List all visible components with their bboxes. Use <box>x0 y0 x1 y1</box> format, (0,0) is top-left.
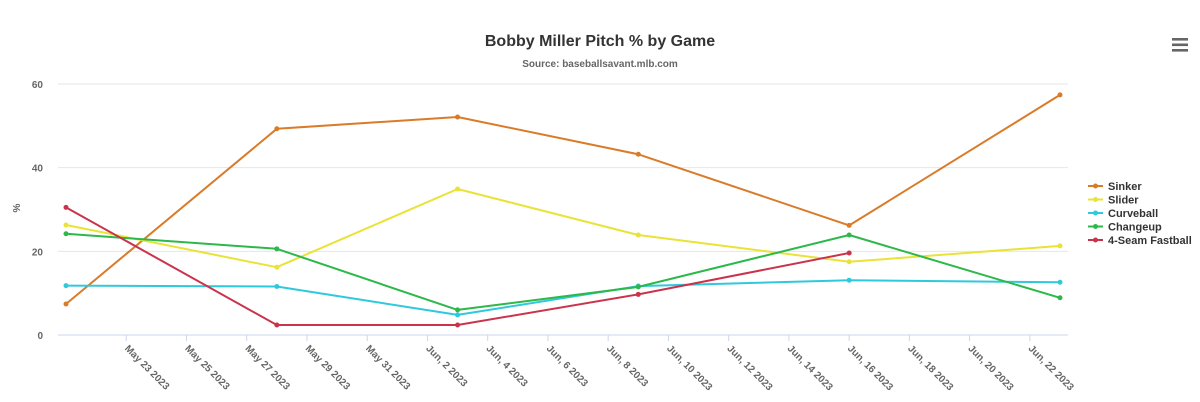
series-lines <box>63 92 1063 328</box>
x-tick-label: May 29 2023 <box>303 343 352 392</box>
data-point[interactable] <box>1057 243 1063 249</box>
x-tick-label: Jun, 10 2023 <box>664 343 714 393</box>
x-tick-label: Jun, 18 2023 <box>905 343 955 393</box>
data-point[interactable] <box>635 291 641 297</box>
chart-subtitle: Source: baseballsavant.mlb.com <box>522 59 678 70</box>
data-point[interactable] <box>846 259 852 265</box>
y-tick-label: 40 <box>32 164 44 175</box>
y-axis-label: % <box>12 203 23 212</box>
x-axis: May 23 2023 May 25 2023 May 27 2023 May 29 … <box>122 335 1076 393</box>
legend-label: Sinker <box>1108 181 1142 193</box>
data-point[interactable] <box>1057 92 1063 98</box>
x-tick-label: Jun, 12 2023 <box>725 343 775 393</box>
data-point[interactable] <box>63 204 69 210</box>
legend-item[interactable]: Slider <box>1088 195 1139 207</box>
series-4-seam-fastball <box>63 204 852 328</box>
y-tick-label: 60 <box>32 80 44 91</box>
legend-marker <box>1093 183 1098 189</box>
x-tick-label: May 25 2023 <box>182 343 231 392</box>
x-tick-label: Jun, 8 2023 <box>604 343 650 389</box>
data-point[interactable] <box>635 232 641 238</box>
x-tick-label: Jun, 16 2023 <box>845 343 895 393</box>
series-line <box>65 206 850 326</box>
data-point[interactable] <box>1057 295 1063 301</box>
legend-item[interactable]: 4-Seam Fastball <box>1088 235 1192 247</box>
legend-label: Curveball <box>1108 208 1158 220</box>
legend-marker <box>1093 237 1098 243</box>
data-point[interactable] <box>63 301 69 307</box>
data-point[interactable] <box>455 312 461 318</box>
series-sinker <box>63 92 1063 307</box>
series-line <box>65 94 1061 305</box>
legend-item[interactable]: Curveball <box>1088 208 1158 220</box>
x-tick-label: Jun, 22 2023 <box>1026 343 1076 393</box>
data-point[interactable] <box>274 126 280 132</box>
hamburger-menu-icon <box>1172 38 1188 52</box>
legend-marker <box>1093 197 1098 202</box>
data-point[interactable] <box>63 231 69 237</box>
data-point[interactable] <box>455 307 461 313</box>
data-point[interactable] <box>455 186 461 192</box>
series-line <box>65 232 1061 311</box>
data-point[interactable] <box>274 283 280 289</box>
legend-label: Slider <box>1108 195 1139 207</box>
x-tick-label: May 31 2023 <box>363 343 412 392</box>
series-curveball <box>63 277 1063 318</box>
x-tick-label: May 23 2023 <box>122 343 171 392</box>
legend-marker <box>1093 210 1098 216</box>
y-tick-label: 0 <box>37 331 43 342</box>
data-point[interactable] <box>274 322 280 328</box>
chart-menu-button[interactable] <box>1168 34 1192 56</box>
x-tick-label: Jun, 6 2023 <box>544 343 590 389</box>
data-point[interactable] <box>635 284 641 290</box>
legend-item[interactable]: Sinker <box>1088 181 1142 193</box>
data-point[interactable] <box>274 246 280 252</box>
chart-title: Bobby Miller Pitch % by Game <box>485 33 715 50</box>
data-point[interactable] <box>455 322 461 328</box>
legend-item[interactable]: Changeup <box>1088 222 1162 234</box>
legend-marker <box>1093 224 1098 229</box>
data-point[interactable] <box>63 222 69 228</box>
data-point[interactable] <box>846 250 852 256</box>
legend-label: 4-Seam Fastball <box>1108 235 1192 247</box>
x-tick-label: Jun, 14 2023 <box>785 343 835 393</box>
data-point[interactable] <box>455 114 461 120</box>
x-tick-label: May 27 2023 <box>243 343 292 392</box>
data-point[interactable] <box>1057 279 1063 285</box>
series-line <box>65 279 1061 316</box>
data-point[interactable] <box>274 264 280 270</box>
x-tick-label: Jun, 4 2023 <box>484 343 530 389</box>
series-slider <box>63 186 1063 270</box>
data-point[interactable] <box>63 283 69 289</box>
x-tick-label: Jun, 20 2023 <box>966 343 1016 393</box>
data-point[interactable] <box>846 232 852 238</box>
series-changeup <box>63 231 1063 313</box>
legend-label: Changeup <box>1108 222 1162 234</box>
data-point[interactable] <box>846 222 852 228</box>
data-point[interactable] <box>635 151 641 157</box>
y-axis: 0 20 40 60 <box>32 80 44 342</box>
x-tick-label: Jun, 2 2023 <box>423 343 469 389</box>
y-tick-label: 20 <box>32 247 44 258</box>
data-point[interactable] <box>846 277 852 283</box>
series-line <box>65 188 1061 269</box>
gridlines <box>58 83 1068 336</box>
